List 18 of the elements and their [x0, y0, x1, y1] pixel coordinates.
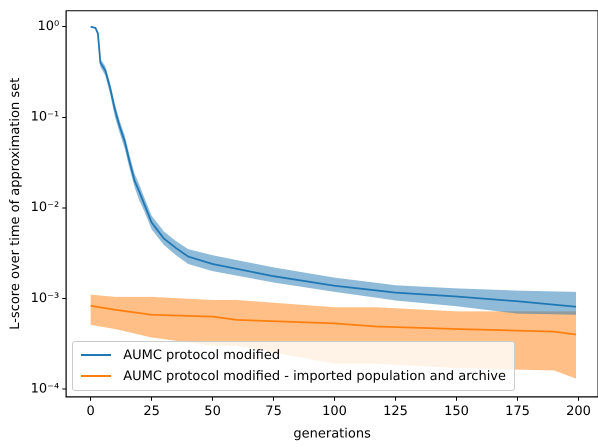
x-tick-label: 150: [444, 404, 469, 419]
x-tick-label: 100: [322, 404, 347, 419]
x-axis-title: generations: [293, 426, 372, 442]
legend-label: AUMC protocol modified - imported population and archive: [123, 368, 506, 384]
y-axis-title: L-score over time of approximation set: [8, 78, 24, 330]
x-tick-label: 50: [204, 404, 221, 419]
y-tick-label: 10⁻²: [30, 200, 60, 216]
x-tick-label: 125: [383, 404, 408, 419]
x-tick-label: 75: [265, 404, 282, 419]
x-tick-label: 175: [505, 404, 530, 419]
y-tick-label: 10⁻⁴: [30, 381, 60, 396]
y-tick-label: 10⁻³: [30, 290, 60, 306]
legend-label: AUMC protocol modified: [123, 348, 280, 363]
y-tick-label: 10⁻¹: [30, 110, 60, 125]
x-tick-label: 25: [143, 404, 160, 419]
x-tick-label: 200: [566, 404, 591, 419]
x-tick-label: 0: [86, 404, 95, 419]
y-tick-label: 10⁰: [37, 19, 60, 34]
